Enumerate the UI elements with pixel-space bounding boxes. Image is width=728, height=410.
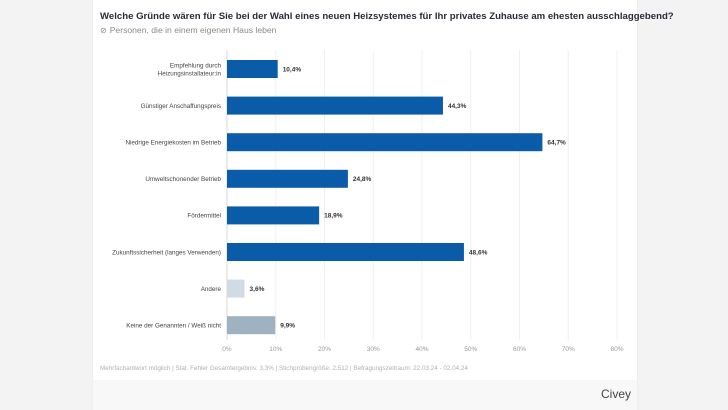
- x-tick-label: 0%: [222, 346, 232, 353]
- data-label: 9,9%: [280, 323, 295, 330]
- bar: [227, 279, 245, 298]
- x-tick-label: 80%: [610, 346, 623, 353]
- category-label: Günstiger Anschaffungspreis: [141, 103, 221, 110]
- footer-note: Mehrfachantwort möglich | Stat. Fehler G…: [100, 365, 468, 372]
- data-label: 10,4%: [283, 66, 302, 73]
- bar: [227, 60, 278, 78]
- data-label: 3,6%: [250, 286, 265, 293]
- bar: [227, 133, 543, 152]
- x-tick-label: 30%: [367, 346, 380, 353]
- bar: [227, 206, 320, 225]
- data-label: 64,7%: [547, 140, 566, 147]
- x-tick-label: 40%: [415, 346, 428, 353]
- category-label: Empfehlung durch: [170, 62, 222, 69]
- data-label: 44,3%: [448, 103, 467, 110]
- chart-title: Welche Gründe wären für Sie bei der Wahl…: [100, 11, 674, 22]
- bar: [227, 96, 443, 115]
- civey-logo: Civey: [600, 387, 631, 401]
- category-label: Zukunftssicherheit (langes Verwenden): [112, 249, 221, 256]
- x-tick-label: 60%: [513, 346, 526, 353]
- category-label: Keine der Genannten / Weiß nicht: [126, 323, 221, 330]
- category-label: Fördermittel: [187, 213, 221, 220]
- x-tick-label: 20%: [318, 346, 331, 353]
- bar-chart: 0% 10% 20% 30% 40% 50% 60% 70% 80% Empfehlung dur…: [112, 50, 624, 353]
- data-label: 48,6%: [469, 249, 488, 256]
- chart-card: Welche Gründe wären für Sie bei der Wahl…: [92, 0, 674, 410]
- chart-subtitle: ⊘ Personen, die in einem eigenen Haus leb…: [100, 25, 276, 35]
- x-tick-label: 10%: [269, 346, 282, 353]
- category-label: Andere: [201, 286, 222, 293]
- x-tick-label: 50%: [464, 346, 477, 353]
- category-label: Umweltschonender Betrieb: [145, 176, 221, 183]
- category-label: Heizungsinstallateur:in: [158, 70, 222, 77]
- bar: [227, 316, 276, 335]
- subtitle-text: Personen, die in einem eigenen Haus lebe…: [109, 25, 277, 35]
- category-label: Niedrige Energiekosten im Betrieb: [125, 140, 221, 147]
- x-tick-label: 70%: [562, 346, 575, 353]
- data-label: 18,9%: [324, 213, 343, 220]
- bar: [227, 243, 464, 261]
- data-label: 24,8%: [353, 176, 372, 183]
- tag-icon: ⊘: [100, 26, 107, 35]
- bar: [227, 169, 348, 188]
- brand-strip: Civey: [93, 380, 637, 410]
